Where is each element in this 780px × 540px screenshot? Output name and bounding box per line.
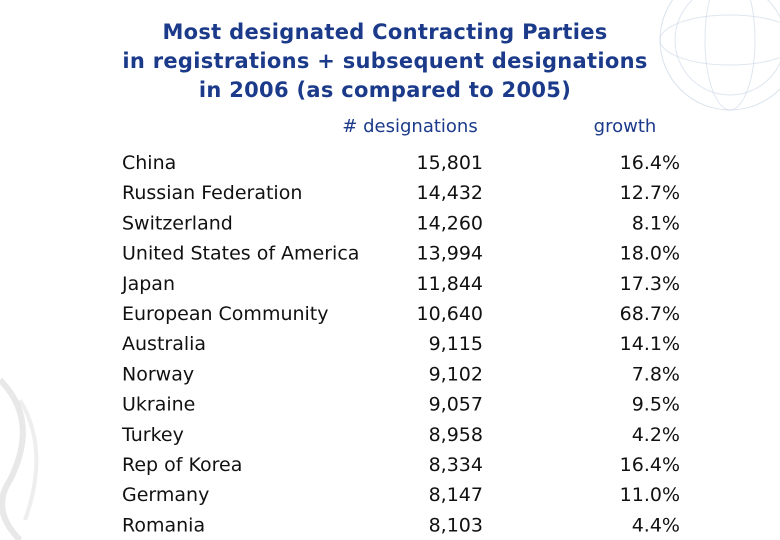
growth-cell: 68.7%	[620, 303, 680, 325]
designations-cell: 8,147	[429, 484, 483, 506]
title-line: in registrations + subsequent designatio…	[122, 49, 647, 73]
country-cell: Rep of Korea	[122, 454, 242, 476]
designations-cell: 10,640	[417, 303, 483, 325]
country-cell: Ukraine	[122, 394, 195, 416]
country-cell: Russian Federation	[122, 182, 302, 204]
designations-cell: 8,958	[429, 424, 483, 446]
designations-cell: 13,994	[417, 243, 483, 265]
country-cell: Romania	[122, 514, 205, 536]
growth-cell: 9.5%	[632, 394, 680, 416]
title-line: Most designated Contracting Parties	[162, 20, 607, 44]
growth-cell: 18.0%	[620, 243, 680, 265]
growth-cell: 4.2%	[632, 424, 680, 446]
country-cell: Japan	[121, 273, 175, 295]
growth-cell: 12.7%	[620, 182, 680, 204]
designations-cell: 14,260	[417, 212, 483, 234]
country-cell: Germany	[122, 484, 209, 506]
growth-cell: 17.3%	[620, 273, 680, 295]
country-cell: United States of America	[122, 243, 359, 265]
column-header: # designations	[342, 116, 477, 137]
title-line: in 2006 (as compared to 2005)	[199, 78, 571, 102]
growth-cell: 16.4%	[620, 454, 680, 476]
growth-cell: 4.4%	[632, 514, 680, 536]
designations-cell: 8,334	[429, 454, 483, 476]
designations-cell: 9,057	[429, 394, 483, 416]
designations-cell: 8,103	[429, 514, 483, 536]
growth-cell: 11.0%	[620, 484, 680, 506]
country-cell: European Community	[122, 303, 329, 325]
designations-cell: 14,432	[417, 182, 483, 204]
table-body: China 15,801 16.4% Russian Federation 14,432…	[121, 152, 680, 536]
designations-cell: 11,844	[417, 273, 483, 295]
growth-cell: 8.1%	[632, 212, 680, 234]
growth-cell: 14.1%	[620, 333, 680, 355]
country-cell: Norway	[122, 363, 194, 385]
country-cell: China	[122, 152, 176, 174]
country-cell: Switzerland	[122, 212, 233, 234]
country-cell: Australia	[122, 333, 206, 355]
growth-cell: 16.4%	[620, 152, 680, 174]
designations-cell: 15,801	[417, 152, 483, 174]
designations-cell: 9,115	[429, 333, 483, 355]
column-header: growth	[594, 116, 657, 137]
growth-cell: 7.8%	[632, 363, 680, 385]
designations-cell: 9,102	[429, 363, 483, 385]
country-cell: Turkey	[121, 424, 184, 446]
